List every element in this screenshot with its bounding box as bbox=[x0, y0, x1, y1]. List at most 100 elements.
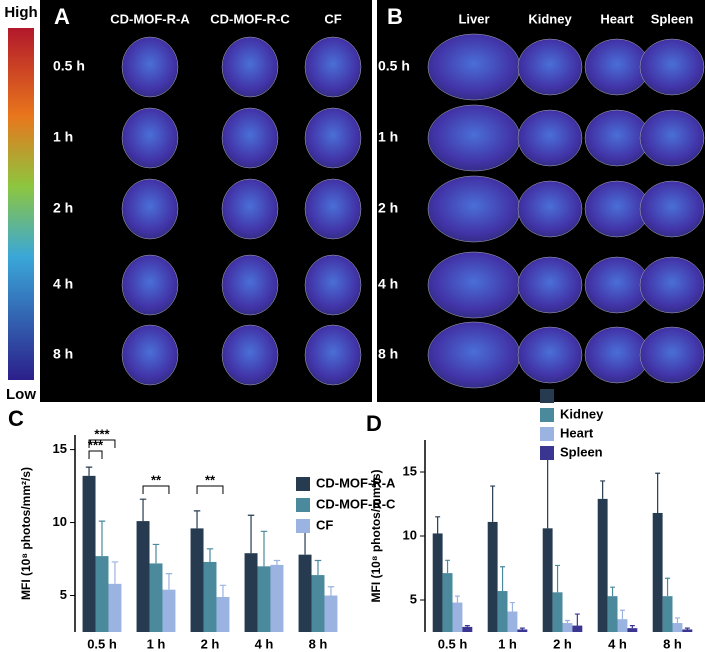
y-axis-label: MFI (10⁸ photos/mm²/s) bbox=[19, 467, 33, 600]
row-label: 0.5 h bbox=[53, 58, 85, 74]
error-bar bbox=[152, 543, 160, 564]
error-bar bbox=[509, 601, 515, 612]
y-axis-label: MFI (10⁸ photos/mm²/s) bbox=[369, 469, 383, 602]
error-bar bbox=[519, 627, 525, 630]
significance-bracket bbox=[88, 450, 103, 459]
error-bar bbox=[98, 520, 106, 557]
panel-label: B bbox=[387, 4, 403, 29]
bar bbox=[244, 553, 258, 632]
organ-image bbox=[121, 107, 179, 169]
organ-image bbox=[427, 251, 521, 319]
column-label: CD-MOF-R-C bbox=[210, 11, 290, 26]
y-tick-label: 5 bbox=[60, 587, 67, 602]
organ-image bbox=[639, 38, 705, 96]
row-label: 1 h bbox=[378, 129, 398, 145]
organ-image bbox=[584, 326, 650, 384]
error-bar bbox=[139, 498, 147, 522]
error-bar bbox=[327, 586, 335, 596]
error-bar bbox=[273, 559, 281, 565]
organ-image bbox=[584, 256, 650, 314]
column-label: Kidney bbox=[528, 11, 572, 26]
bar bbox=[257, 566, 271, 632]
legend-label: Spleen bbox=[560, 444, 603, 459]
organ-image bbox=[304, 178, 362, 240]
organ-image bbox=[639, 180, 705, 238]
bar bbox=[82, 475, 96, 632]
legend-label: CF bbox=[316, 517, 333, 532]
significance-label: ** bbox=[205, 472, 216, 487]
bar bbox=[652, 512, 663, 632]
y-tick-label: 15 bbox=[403, 463, 417, 478]
row-label: 4 h bbox=[378, 276, 398, 292]
bar bbox=[452, 602, 463, 632]
error-bar bbox=[314, 559, 322, 576]
organ-image bbox=[304, 324, 362, 386]
bar bbox=[607, 596, 618, 632]
error-bar bbox=[619, 609, 625, 620]
bar bbox=[136, 521, 150, 632]
column-label: Liver bbox=[458, 11, 489, 26]
error-bar bbox=[500, 566, 506, 592]
bar bbox=[627, 628, 638, 632]
significance-label: *** bbox=[94, 426, 110, 441]
organ-image bbox=[121, 36, 179, 98]
bar bbox=[432, 533, 443, 632]
bar bbox=[682, 629, 693, 632]
bar bbox=[162, 589, 176, 632]
organ-image bbox=[304, 36, 362, 98]
y-tick-label: 10 bbox=[403, 527, 417, 542]
legend-label: Liver bbox=[560, 387, 591, 402]
error-bar bbox=[247, 514, 255, 554]
significance-bracket bbox=[142, 485, 170, 494]
significance-bracket bbox=[88, 439, 116, 448]
x-tick-label: 4 h bbox=[608, 636, 627, 651]
organ-image bbox=[304, 107, 362, 169]
bar bbox=[562, 623, 573, 632]
column-label: CD-MOF-R-A bbox=[110, 11, 190, 26]
organ-image bbox=[517, 38, 583, 96]
bar bbox=[95, 556, 109, 632]
error-bar bbox=[193, 510, 201, 529]
organ-image bbox=[517, 326, 583, 384]
bar bbox=[298, 554, 312, 632]
legend-swatch bbox=[296, 519, 310, 533]
organ-image bbox=[639, 109, 705, 167]
bar bbox=[572, 625, 583, 632]
error-bar bbox=[111, 561, 119, 584]
error-bar bbox=[85, 466, 93, 476]
bar bbox=[552, 592, 563, 632]
error-bar bbox=[219, 584, 227, 597]
row-label: 8 h bbox=[378, 346, 398, 362]
bar bbox=[542, 528, 553, 632]
legend-swatch bbox=[540, 408, 554, 422]
bar bbox=[324, 595, 338, 632]
x-tick-label: 8 h bbox=[663, 636, 682, 651]
x-tick-label: 4 h bbox=[255, 636, 274, 651]
legend-swatch bbox=[540, 446, 554, 460]
row-label: 8 h bbox=[53, 346, 73, 362]
organ-image bbox=[121, 324, 179, 386]
bar bbox=[672, 623, 683, 632]
column-label: Heart bbox=[600, 11, 634, 26]
bar bbox=[487, 521, 498, 632]
bar bbox=[108, 583, 122, 632]
x-tick-label: 1 h bbox=[147, 636, 166, 651]
error-bar bbox=[655, 472, 661, 513]
scale-low: Low bbox=[6, 386, 36, 403]
panel-label: C bbox=[8, 406, 24, 431]
error-bar bbox=[260, 530, 268, 567]
organ-image bbox=[584, 180, 650, 238]
organ-image bbox=[121, 178, 179, 240]
error-bar bbox=[665, 577, 671, 597]
organ-image bbox=[584, 38, 650, 96]
organ-image bbox=[121, 254, 179, 316]
bar bbox=[517, 629, 528, 632]
bar bbox=[270, 564, 284, 632]
error-bar bbox=[574, 613, 580, 626]
error-bar bbox=[600, 480, 606, 499]
scale-high: High bbox=[4, 4, 37, 21]
error-bar bbox=[454, 595, 460, 603]
error-bar bbox=[165, 573, 173, 590]
x-tick-label: 2 h bbox=[553, 636, 572, 651]
